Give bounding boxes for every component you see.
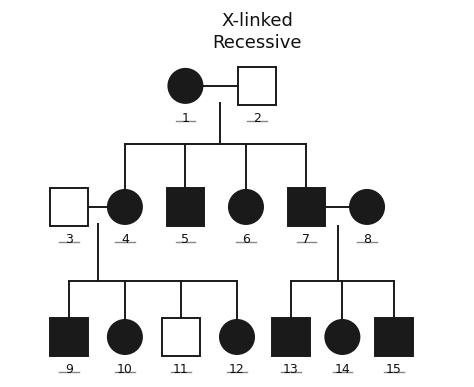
Text: 14: 14: [335, 363, 350, 376]
Text: 1: 1: [182, 112, 190, 125]
Text: 7: 7: [302, 233, 310, 246]
Text: 10: 10: [117, 363, 133, 376]
Text: 5: 5: [182, 233, 190, 246]
Circle shape: [220, 320, 254, 354]
Text: 9: 9: [65, 363, 73, 376]
Text: 12: 12: [229, 363, 245, 376]
Bar: [162, 318, 200, 356]
Text: 4: 4: [121, 233, 129, 246]
Bar: [272, 318, 310, 356]
Bar: [375, 318, 413, 356]
Text: 11: 11: [173, 363, 189, 376]
Circle shape: [325, 320, 359, 354]
Bar: [238, 67, 276, 105]
Text: 8: 8: [363, 233, 371, 246]
Text: 2: 2: [253, 112, 261, 125]
Circle shape: [229, 190, 263, 224]
Text: 15: 15: [386, 363, 402, 376]
Bar: [166, 188, 204, 226]
Circle shape: [108, 190, 142, 224]
Circle shape: [350, 190, 384, 224]
Bar: [50, 188, 88, 226]
Circle shape: [168, 69, 202, 103]
Bar: [50, 318, 88, 356]
Bar: [288, 188, 325, 226]
Circle shape: [108, 320, 142, 354]
Text: 6: 6: [242, 233, 250, 246]
Text: 3: 3: [65, 233, 73, 246]
Text: 13: 13: [283, 363, 299, 376]
Text: X-linked
Recessive: X-linked Recessive: [212, 12, 302, 52]
